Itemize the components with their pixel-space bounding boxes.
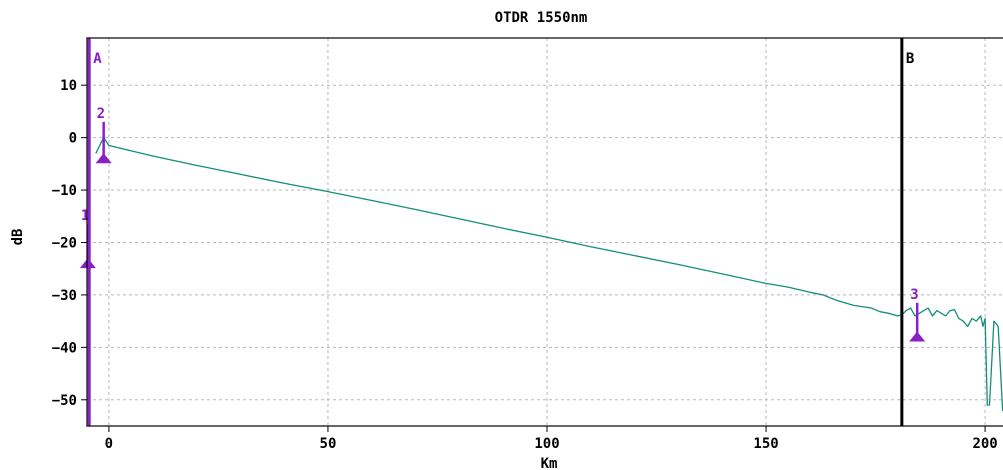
- x-tick-label: 0: [105, 436, 113, 452]
- x-tick-label: 150: [753, 436, 778, 452]
- y-axis-label: dB: [10, 229, 26, 246]
- plot-frame: [86, 37, 1003, 427]
- event-3-label: 3: [910, 287, 918, 303]
- y-tick-label: −30: [52, 288, 77, 304]
- cursor-b-label: B: [906, 51, 914, 67]
- y-tick-label: 10: [60, 78, 77, 94]
- x-tick-label: 100: [534, 436, 559, 452]
- event-1-arrow: [79, 258, 96, 269]
- markers-group: A B 1 2 3: [79, 38, 926, 426]
- y-tick-label: −50: [52, 393, 77, 409]
- grid-lines: [87, 38, 1003, 426]
- chart-title: OTDR 1550nm: [495, 10, 588, 26]
- x-tick-label: 200: [972, 436, 997, 452]
- event-3-arrow: [909, 331, 926, 342]
- y-tick-label: −10: [52, 183, 77, 199]
- event-2-label: 2: [97, 106, 105, 122]
- event-1-label: 1: [81, 208, 89, 224]
- event-2-arrow: [95, 153, 112, 164]
- y-tick-label: −40: [52, 340, 77, 356]
- x-axis-label: Km: [541, 456, 558, 470]
- otdr-trace-line: [95, 136, 1003, 411]
- cursor-a-label: A: [93, 51, 102, 67]
- x-tick-label: 50: [320, 436, 337, 452]
- series-group: [95, 136, 1003, 411]
- y-tick-label: 0: [69, 131, 77, 147]
- y-tick-label: −20: [52, 235, 77, 251]
